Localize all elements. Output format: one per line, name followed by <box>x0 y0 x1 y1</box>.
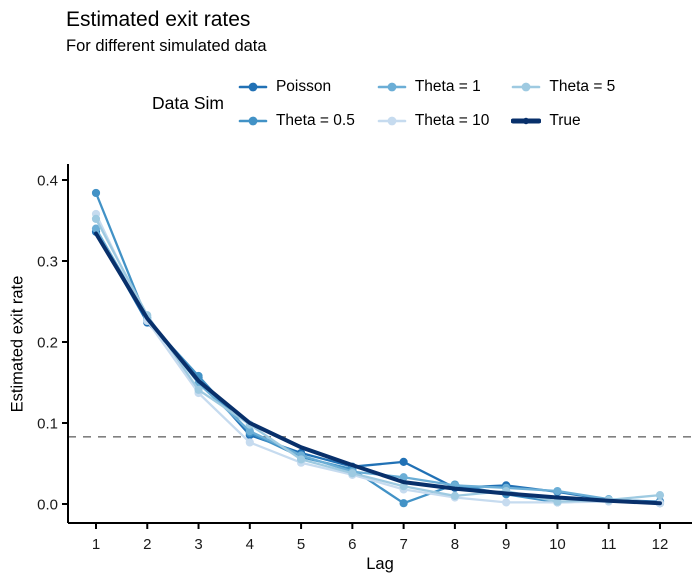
legend-column: Poisson Theta = 0.5 <box>238 76 355 131</box>
data-point <box>502 498 511 507</box>
data-point <box>450 491 459 500</box>
data-point <box>399 457 408 466</box>
legend: Data Sim Poisson Theta = 0.5 Theta = 1 Thet… <box>152 76 615 131</box>
y-tick-label: 0.1 <box>37 416 58 433</box>
y-tick-label: 0.0 <box>37 497 58 514</box>
x-tick-label: 9 <box>502 536 510 553</box>
legend-entry-label: Theta = 0.5 <box>275 111 355 129</box>
data-point <box>245 438 254 447</box>
y-tick-label: 0.4 <box>37 173 58 190</box>
x-tick-label: 2 <box>143 536 151 553</box>
data-point <box>348 469 357 478</box>
legend-entries: Poisson Theta = 0.5 Theta = 1 Theta = 10 The… <box>238 76 615 131</box>
data-point <box>91 188 101 198</box>
series-line-true <box>94 231 662 506</box>
x-tick-label: 4 <box>246 536 254 553</box>
chart-title: Estimated exit rates <box>66 8 251 31</box>
legend-title: Data Sim <box>152 93 224 113</box>
y-axis-label: Estimated exit rate <box>8 275 27 413</box>
x-tick-label: 12 <box>652 536 669 553</box>
legend-entry-label: Theta = 10 <box>414 111 490 129</box>
legend-entry: Theta = 10 <box>377 110 490 131</box>
data-point <box>245 427 254 436</box>
legend-key-icon <box>377 116 407 125</box>
legend-entry-label: Poisson <box>275 77 332 95</box>
data-point <box>399 499 408 508</box>
x-tick-label: 11 <box>601 536 617 553</box>
legend-entry-label: Theta = 1 <box>414 77 481 95</box>
legend-entry-label: Theta = 5 <box>549 77 616 95</box>
x-tick-label: 3 <box>194 536 202 553</box>
series-line-theta-5 <box>94 217 662 503</box>
x-tick-label: 8 <box>451 536 459 553</box>
data-point <box>91 224 101 233</box>
legend-column: Theta = 5 True <box>511 76 615 131</box>
legend-key-icon <box>238 82 268 91</box>
legend-key-icon <box>512 82 541 91</box>
data-point <box>91 214 101 223</box>
x-tick-label: 10 <box>549 536 566 553</box>
data-point <box>655 490 665 500</box>
data-point <box>194 385 203 394</box>
legend-entry: Theta = 1 <box>377 76 490 97</box>
chart-subtitle: For different simulated data <box>66 37 267 55</box>
legend-entry: Poisson <box>238 76 355 97</box>
series-line-theta-0-5 <box>94 191 662 505</box>
legend-entry: True <box>511 110 615 131</box>
x-tick-label: 5 <box>297 536 305 553</box>
legend-key-icon <box>511 117 542 124</box>
legend-entry: Theta = 5 <box>511 76 615 97</box>
legend-key-icon <box>238 116 268 125</box>
x-axis-label: Lag <box>366 555 394 573</box>
x-tick-label: 7 <box>399 536 407 553</box>
y-tick-label: 0.2 <box>37 335 58 352</box>
legend-entry: Theta = 0.5 <box>238 110 355 131</box>
x-tick-label: 1 <box>92 536 100 553</box>
data-point <box>553 486 562 496</box>
data-point <box>296 455 306 464</box>
y-tick-label: 0.3 <box>37 254 58 271</box>
x-tick-label: 6 <box>348 536 356 553</box>
legend-key-icon <box>377 82 407 91</box>
legend-entry-label: True <box>549 111 581 129</box>
legend-column: Theta = 1 Theta = 10 <box>377 76 490 131</box>
